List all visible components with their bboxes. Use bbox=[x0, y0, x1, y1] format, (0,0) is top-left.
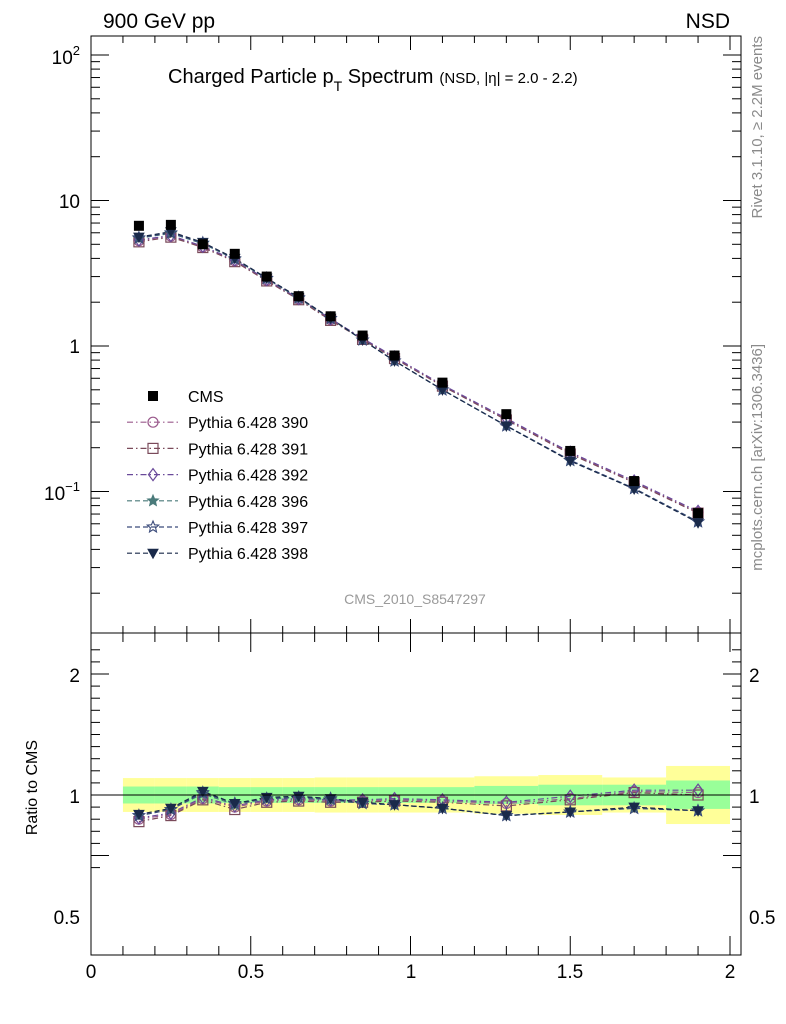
cms-data-point bbox=[197, 239, 208, 250]
cms-data-points bbox=[133, 219, 704, 519]
legend-label-4: Pythia 6.428 397 bbox=[188, 520, 308, 537]
cms-data-point bbox=[229, 248, 240, 259]
ratio-marker-series-5 bbox=[228, 798, 241, 810]
ratio-y-tick-2-left: 2 bbox=[69, 666, 80, 687]
ratio-line-series-1 bbox=[138, 791, 699, 823]
ratio-marker-series-2 bbox=[628, 783, 640, 798]
title-small: (NSD, |η| = 2.0 - 2.2) bbox=[439, 70, 577, 87]
chart-title: Charged Particle pT Spectrum (NSD, |η| = … bbox=[168, 66, 578, 94]
ratio-series-markers bbox=[131, 783, 706, 828]
x-tick-label-2: 2 bbox=[725, 962, 736, 983]
title-main: Charged Particle p bbox=[168, 66, 334, 88]
y-tick-label-100: 102 bbox=[52, 43, 80, 69]
x-tick-label-0p5: 0.5 bbox=[238, 962, 264, 983]
legend-label-3: Pythia 6.428 396 bbox=[188, 494, 308, 511]
title-tail: Spectrum bbox=[342, 66, 433, 88]
cms-data-point bbox=[437, 377, 448, 388]
cms-data-point bbox=[293, 291, 304, 302]
legend-label-0: Pythia 6.428 390 bbox=[188, 415, 308, 432]
main-marker-series-5 bbox=[692, 518, 704, 529]
ratio-y-tick-1-right: 1 bbox=[749, 787, 760, 808]
ratio-y-tick-1-left: 1 bbox=[69, 787, 80, 808]
cms-data-point bbox=[501, 409, 512, 420]
ratio-marker-series-2 bbox=[501, 795, 512, 810]
cms-data-point bbox=[693, 508, 704, 519]
legend-marker-2 bbox=[147, 467, 159, 482]
process-label: NSD bbox=[686, 10, 730, 33]
x-tick-label-1: 1 bbox=[406, 962, 417, 983]
legend-marker-cms bbox=[148, 391, 158, 401]
main-panel: Charged Particle pT Spectrum (NSD, |η| = … bbox=[44, 35, 742, 634]
cms-data-point bbox=[389, 350, 400, 361]
legend: CMS Pythia 6.428 390 Pythia 6.428 391 Pythi… bbox=[127, 389, 308, 563]
ratio-marker-series-5 bbox=[564, 807, 577, 818]
cms-data-point bbox=[165, 219, 176, 230]
legend-label-5: Pythia 6.428 398 bbox=[188, 546, 308, 563]
ratio-panel: 0.5 1 2 0.5 1 2 Ratio to CMS 0 0.5 1 1.5… bbox=[24, 632, 775, 983]
legend-label-cms: CMS bbox=[188, 389, 224, 406]
main-marker-series-5 bbox=[500, 421, 513, 433]
ratio-y-tick-0p5-right: 0.5 bbox=[749, 908, 775, 929]
cms-data-point bbox=[325, 311, 336, 322]
y-tick-label-10: 10 bbox=[59, 192, 80, 213]
main-marker-series-5 bbox=[564, 456, 577, 468]
ratio-ylabel: Ratio to CMS bbox=[24, 740, 41, 835]
legend-label-1: Pythia 6.428 391 bbox=[188, 441, 308, 458]
ratio-marker-series-5 bbox=[436, 803, 449, 815]
ratio-frame bbox=[90, 632, 742, 956]
legend-marker-4 bbox=[145, 519, 161, 534]
legend-label-2: Pythia 6.428 392 bbox=[188, 468, 308, 485]
ratio-marker-series-5 bbox=[196, 786, 209, 798]
cms-data-point bbox=[133, 220, 144, 231]
rivet-label: Rivet 3.1.10, ≥ 2.2M events bbox=[749, 36, 766, 219]
ratio-marker-series-5 bbox=[628, 802, 640, 814]
ratio-marker-series-2 bbox=[692, 783, 704, 798]
main-axis-ticks bbox=[90, 36, 741, 633]
legend-marker-3 bbox=[146, 493, 160, 507]
main-marker-series-5 bbox=[133, 232, 145, 244]
cms-data-point bbox=[357, 330, 368, 341]
energy-label: 900 GeV pp bbox=[103, 10, 215, 33]
ratio-marker-series-5 bbox=[165, 803, 177, 815]
legend-marker-0 bbox=[147, 416, 159, 428]
x-tick-label-1p5: 1.5 bbox=[557, 962, 583, 983]
ratio-y-tick-2-right: 2 bbox=[749, 666, 760, 687]
ratio-marker-series-2 bbox=[565, 789, 576, 804]
legend-marker-5 bbox=[147, 548, 159, 560]
main-frame bbox=[90, 35, 742, 634]
y-tick-label-1: 1 bbox=[69, 337, 80, 358]
cms-data-point bbox=[629, 476, 640, 487]
analysis-watermark: CMS_2010_S8547297 bbox=[344, 591, 486, 607]
y-tick-label-0p1: 10−1 bbox=[44, 479, 80, 505]
ratio-marker-series-5 bbox=[260, 792, 273, 804]
ratio-marker-series-5 bbox=[292, 791, 305, 803]
x-tick-label-0: 0 bbox=[86, 962, 97, 983]
ratio-line-series-5 bbox=[138, 790, 699, 817]
ratio-marker-series-5 bbox=[356, 797, 369, 809]
ratio-marker-series-5 bbox=[500, 811, 513, 822]
ratio-marker-series-5 bbox=[133, 809, 145, 821]
title-subscript: T bbox=[334, 78, 343, 94]
mcplots-label: mcplots.cern.ch [arXiv:1306.3436] bbox=[749, 344, 766, 571]
cms-data-point bbox=[261, 271, 272, 282]
cms-data-point bbox=[565, 445, 576, 456]
ratio-y-tick-0p5-left: 0.5 bbox=[54, 908, 80, 929]
ratio-marker-series-5 bbox=[692, 806, 704, 817]
ratio-marker-series-5 bbox=[388, 800, 401, 811]
legend-marker-1 bbox=[147, 442, 159, 454]
ratio-marker-series-1 bbox=[628, 786, 640, 799]
